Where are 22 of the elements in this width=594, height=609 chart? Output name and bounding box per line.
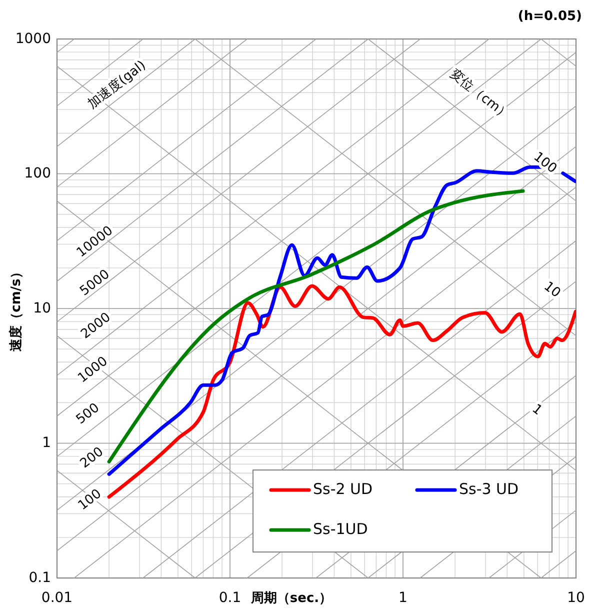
annotation: 100 (76, 486, 104, 514)
y-tick-label: 1 (42, 435, 51, 452)
y-tick-label: 1000 (15, 30, 51, 47)
annotation: 500 (74, 400, 102, 428)
y-tick-label: 100 (24, 166, 51, 182)
x-tick-label: 0.1 (218, 590, 242, 606)
x-axis-title: 周期（sec.） (250, 591, 332, 606)
annotation: 変位（cm） (447, 66, 514, 124)
legend-label: Ss-1UD (313, 520, 368, 538)
chart-title: (h=0.05) (518, 9, 582, 24)
annotation: 10 (540, 279, 564, 302)
y-tick-label: 10 (33, 300, 51, 316)
legend-label: Ss-3 UD (459, 480, 519, 498)
annotation: 1 (529, 402, 545, 419)
x-tick-label: 1 (398, 590, 408, 606)
x-tick-label: 10 (567, 590, 585, 606)
annotation: 100 (530, 149, 560, 177)
x-tick-label: 0.01 (41, 590, 73, 606)
legend-label: Ss-2 UD (313, 480, 373, 498)
y-tick-label: 0.1 (28, 570, 51, 586)
y-axis-title: 速度（cm/s） (8, 266, 24, 352)
annotation: 200 (78, 444, 106, 472)
